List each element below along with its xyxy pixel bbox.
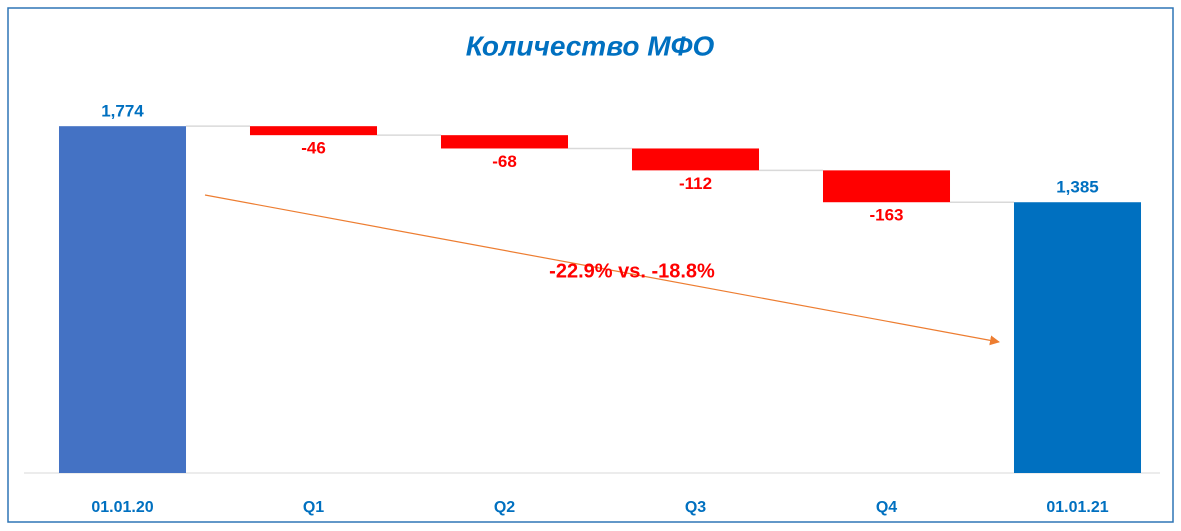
- value-label: -163: [869, 206, 903, 225]
- x-tick-label: 01.01.21: [1046, 499, 1108, 516]
- bar: [249, 126, 378, 136]
- x-tick-label: Q2: [494, 499, 515, 516]
- value-label: -68: [492, 152, 517, 171]
- trend-arrow: [204, 194, 1000, 346]
- value-label: 1,385: [1056, 178, 1099, 197]
- value-label: -112: [679, 174, 712, 193]
- bar: [440, 135, 569, 149]
- bar: [631, 148, 760, 171]
- x-tick-label: 01.01.20: [91, 499, 153, 516]
- bar: [822, 170, 951, 203]
- x-tick-label: Q1: [303, 499, 324, 516]
- annotation: -22.9% vs. -18.8%: [549, 260, 715, 282]
- value-label: 1,774: [101, 102, 144, 121]
- bar: [1013, 202, 1142, 474]
- bar: [58, 126, 187, 474]
- x-tick-label: Q3: [685, 499, 706, 516]
- value-label: -46: [301, 139, 326, 158]
- x-tick-label: Q4: [876, 499, 897, 516]
- frame: [7, 7, 1174, 523]
- chart-title: Количество МФО: [466, 30, 715, 61]
